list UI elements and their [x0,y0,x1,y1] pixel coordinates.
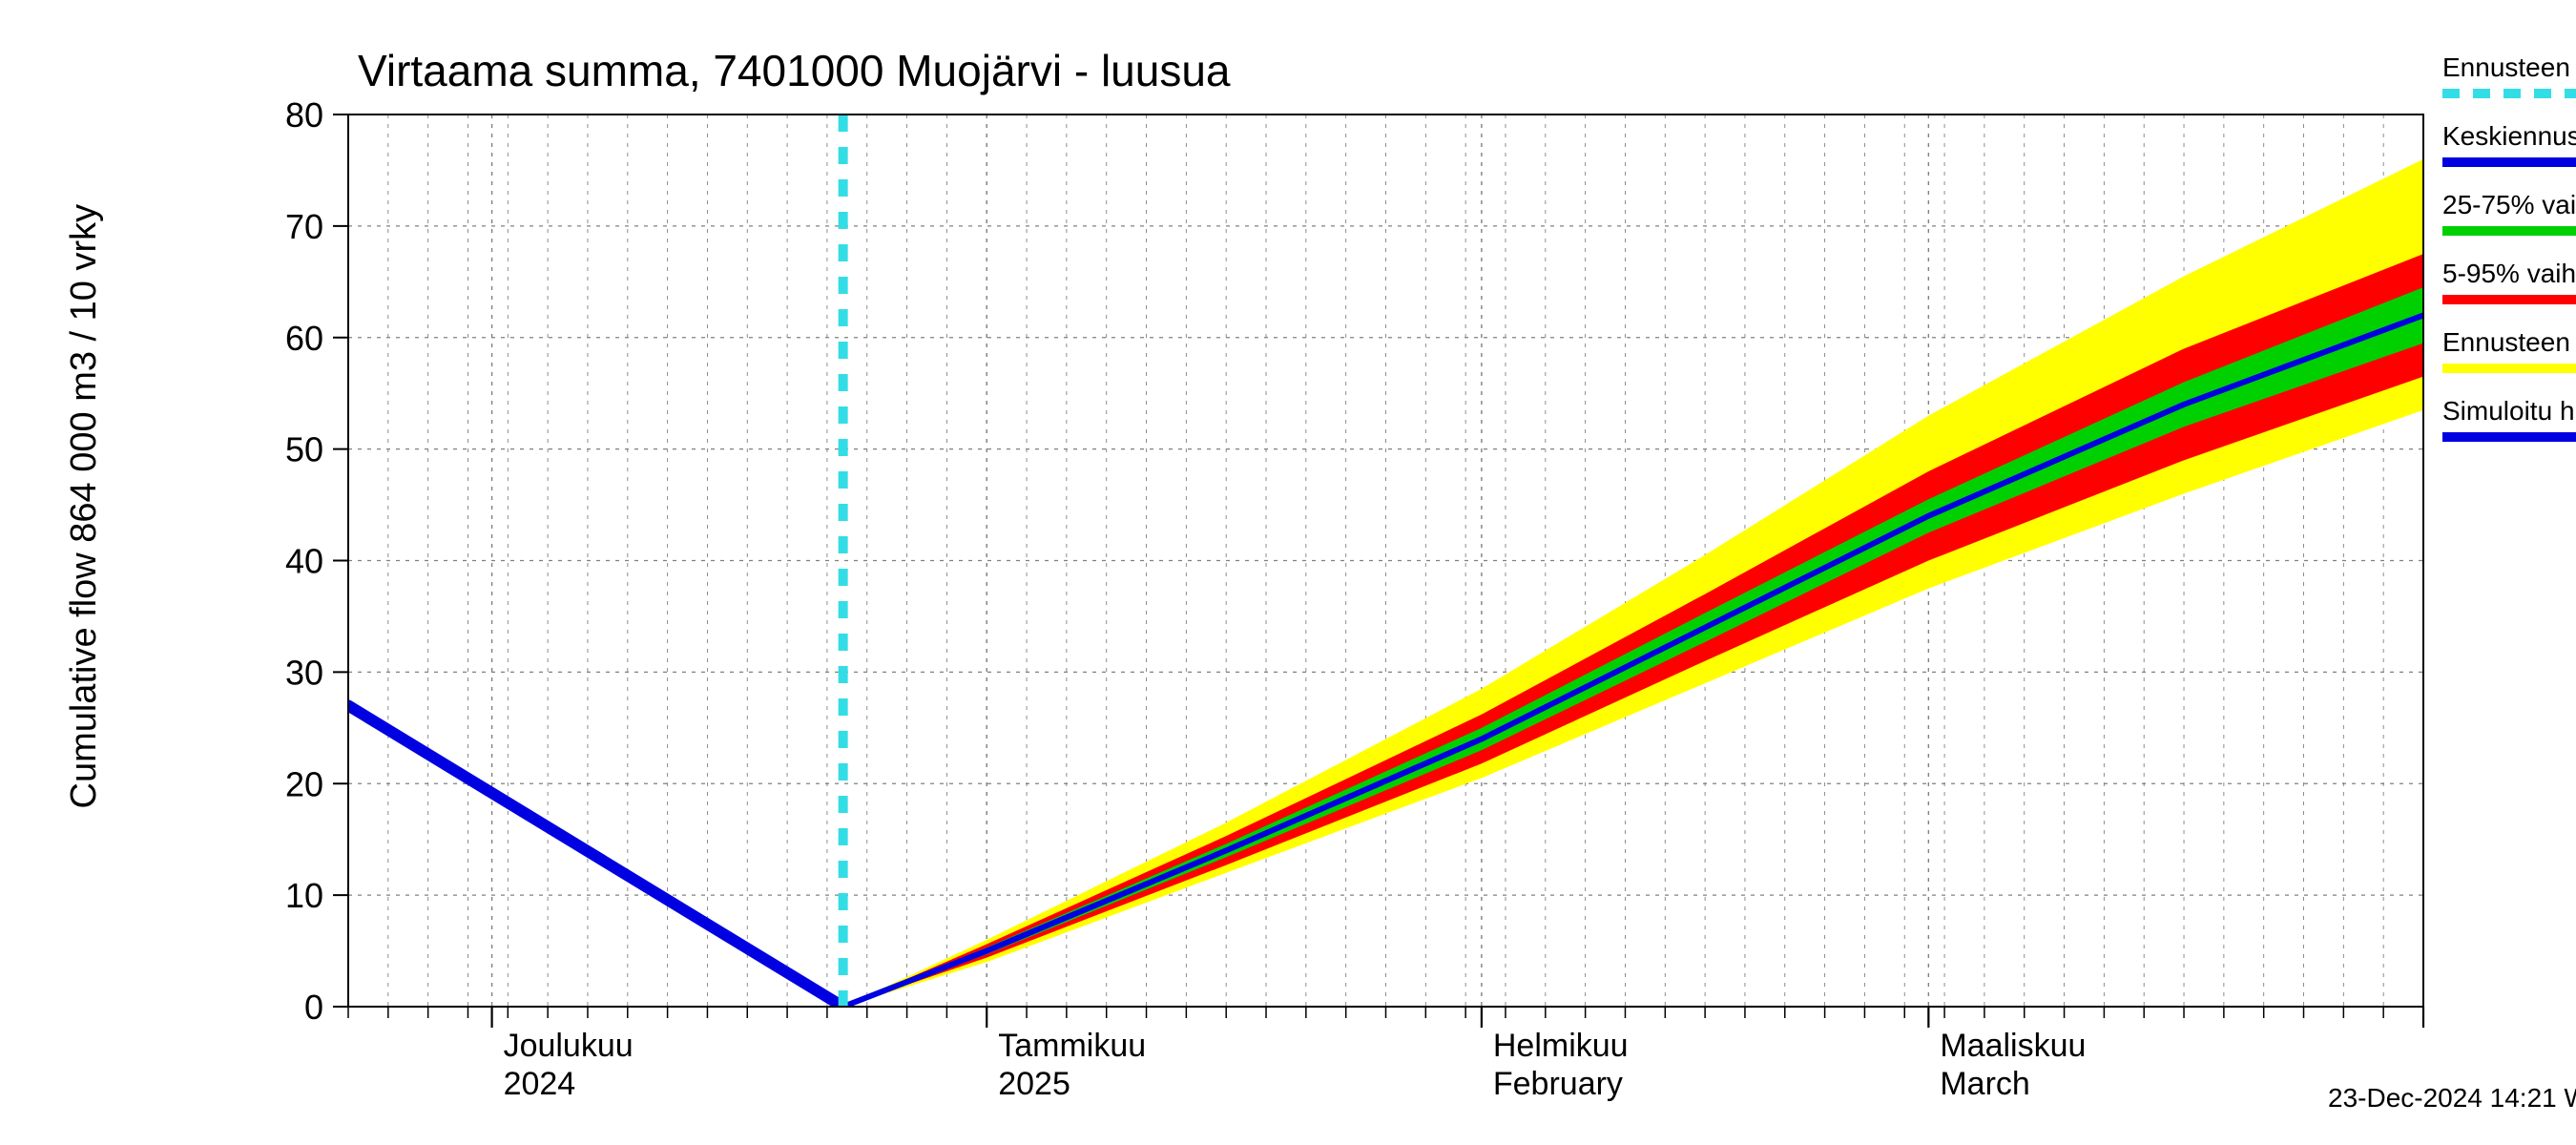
month-label-line1: Joulukuu [504,1028,634,1064]
ytick-label: 70 [285,207,323,246]
y-axis-label: Cumulative flow 864 000 m3 / 10 vrky [64,204,104,809]
ytick-label: 80 [285,95,323,135]
ytick-label: 30 [285,653,323,692]
month-label-line1: Maaliskuu [1940,1028,2086,1064]
legend-label: Ennusteen vaihteluväli [2442,327,2576,357]
history-line [348,705,843,1007]
month-label-line1: Tammikuu [998,1028,1146,1064]
bands [843,159,2423,1007]
ytick-label: 0 [304,988,323,1027]
chart-container: 0 10 20 30 40 50 60 70 80 Joulukuu2024 Tammikuu202… [0,0,2576,1145]
ytick-label: 60 [285,319,323,358]
legend-label: Ennusteen alku [2442,52,2576,82]
ylabel-line1: Cumulative flow [64,552,104,809]
month-label-line2: March [1940,1066,2029,1102]
legend-label: 5-95% vaihteluväli [2442,259,2576,288]
ytick-label: 40 [285,542,323,581]
ytick-label: 50 [285,430,323,469]
month-label-line2: February [1493,1066,1623,1102]
grid [348,114,2423,1007]
legend-label: Simuloitu historia [2442,396,2576,426]
month-label-line1: Helmikuu [1493,1028,1629,1064]
ytick-label: 10 [285,876,323,915]
month-label-line2: 2024 [504,1066,576,1102]
chart-svg: 0 10 20 30 40 50 60 70 80 Joulukuu2024 Tammikuu202… [0,0,2576,1145]
chart-title: Virtaama summa, 7401000 Muojärvi - luusu… [358,46,1231,95]
timestamp: 23-Dec-2024 14:21 WSFS-O [2328,1083,2576,1113]
ytick-label: 20 [285,764,323,803]
legend-label: 25-75% vaihteluväli [2442,190,2576,219]
band-full [843,159,2423,1007]
ylabel-line2: 864 000 m3 / 10 vrky [64,204,104,543]
legend-label: Keskiennuste [2442,121,2576,151]
month-label-line2: 2025 [998,1066,1070,1102]
